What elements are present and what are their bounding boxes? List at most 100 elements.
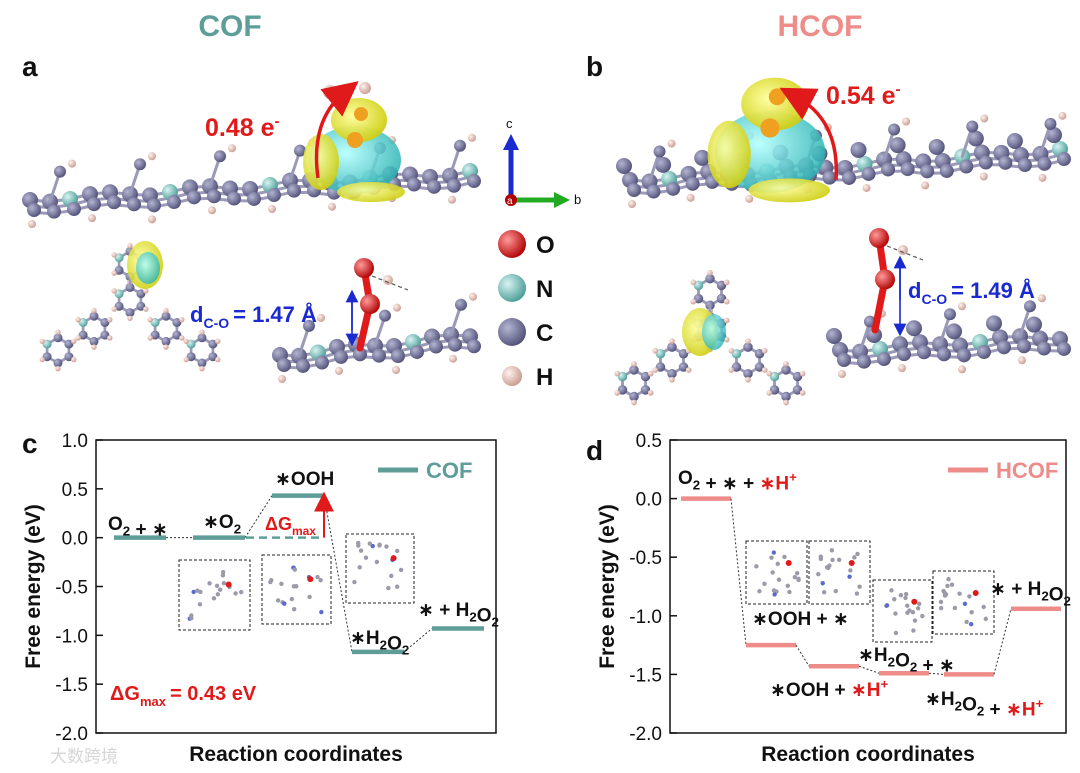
atom-C bbox=[334, 349, 348, 364]
atom-legend-marker-C bbox=[498, 318, 526, 346]
atom bbox=[357, 565, 362, 570]
atom bbox=[195, 588, 200, 593]
atom-O bbox=[972, 590, 979, 597]
atom-legend-marker-N bbox=[498, 274, 526, 302]
atom-C bbox=[667, 368, 677, 379]
atom-C bbox=[716, 280, 727, 291]
atom bbox=[911, 628, 916, 633]
atom-H bbox=[127, 243, 133, 249]
atom-C bbox=[410, 344, 424, 359]
atom-C bbox=[629, 391, 639, 402]
atom-C bbox=[167, 195, 181, 210]
atom bbox=[912, 618, 918, 623]
atom-H bbox=[28, 220, 36, 228]
atom-H bbox=[199, 329, 205, 335]
atom-H bbox=[215, 356, 221, 363]
atom bbox=[820, 581, 825, 586]
atom-C bbox=[447, 178, 461, 193]
step-label-3: ∗OOH bbox=[275, 469, 334, 490]
atom-H bbox=[745, 376, 751, 383]
atom-H bbox=[91, 307, 97, 314]
atom bbox=[910, 610, 916, 615]
atom-C bbox=[134, 158, 146, 171]
atom-C bbox=[114, 265, 124, 275]
atom bbox=[893, 630, 899, 636]
atom-C bbox=[277, 358, 291, 372]
atom bbox=[952, 605, 958, 611]
atom-H bbox=[685, 367, 692, 373]
atom-C bbox=[448, 337, 462, 352]
atom bbox=[916, 601, 922, 607]
atom-C bbox=[667, 342, 677, 352]
atom-H bbox=[728, 367, 735, 373]
atom-N bbox=[693, 280, 704, 291]
atom bbox=[363, 555, 369, 560]
atom-C bbox=[705, 273, 715, 284]
atom-C bbox=[54, 165, 66, 178]
atom-legend-label-C: C bbox=[536, 320, 553, 347]
atom-H bbox=[147, 335, 153, 341]
atom-N bbox=[114, 253, 124, 263]
y-tick-label: -0.5 bbox=[55, 578, 88, 599]
atom bbox=[233, 591, 238, 596]
atom bbox=[847, 574, 852, 579]
atom-C bbox=[127, 197, 141, 212]
atom bbox=[769, 555, 774, 560]
atom bbox=[292, 567, 298, 572]
atom-C bbox=[900, 162, 915, 177]
step-label-3: ∗OOH + ∗H+ bbox=[770, 676, 889, 701]
atom-C bbox=[100, 330, 110, 340]
atom-H bbox=[690, 279, 697, 286]
atom bbox=[967, 594, 972, 599]
panel-c-letter: c bbox=[22, 428, 38, 459]
atom-C bbox=[287, 183, 301, 198]
step-connector bbox=[323, 495, 353, 653]
atom-H bbox=[686, 193, 695, 202]
y-tick-label: -1.5 bbox=[55, 675, 88, 696]
atom bbox=[854, 591, 860, 596]
atom-C bbox=[666, 181, 681, 196]
charge-density-depletion bbox=[136, 252, 160, 284]
atom-C bbox=[959, 159, 974, 174]
step-label-1: O2 + ∗ bbox=[108, 514, 168, 540]
atom-C bbox=[944, 308, 956, 321]
atom bbox=[289, 596, 295, 602]
atom-C bbox=[150, 330, 160, 340]
atom bbox=[962, 601, 968, 607]
atom-C bbox=[731, 362, 742, 372]
atom bbox=[386, 585, 391, 591]
panel-a: COF a 0.48 e- dC-O = 1.47 Å bbox=[22, 10, 481, 383]
atom-C bbox=[467, 174, 481, 189]
y-tick-label: -1.5 bbox=[629, 665, 662, 686]
atom-O bbox=[225, 581, 232, 588]
atom-H bbox=[766, 370, 773, 377]
atom bbox=[852, 555, 857, 560]
y-tick-label: -1.0 bbox=[629, 607, 662, 628]
atom-H bbox=[723, 298, 730, 305]
atom bbox=[776, 577, 782, 582]
atom-C bbox=[678, 362, 689, 372]
atom-C bbox=[78, 330, 88, 340]
atom bbox=[915, 606, 921, 611]
step-connector bbox=[993, 608, 1012, 675]
y-tick-label: 0.5 bbox=[62, 480, 88, 501]
y-tick-label: -1.0 bbox=[55, 626, 88, 647]
step-label-2: ∗OOH + ∗ bbox=[752, 609, 849, 630]
atom-H bbox=[359, 82, 371, 94]
atom-C bbox=[693, 293, 704, 304]
atom bbox=[889, 588, 894, 593]
atom-C bbox=[100, 318, 110, 327]
atom-H bbox=[468, 133, 476, 142]
atom-C bbox=[1057, 152, 1071, 167]
atom-H bbox=[148, 215, 156, 224]
axis-a-label: a bbox=[507, 196, 513, 207]
atom-C bbox=[881, 162, 896, 177]
step-label-2: ∗O2 bbox=[203, 512, 241, 536]
atom bbox=[938, 599, 944, 605]
atom bbox=[214, 583, 220, 589]
axis-c-label: c bbox=[506, 116, 513, 131]
atom bbox=[771, 550, 777, 555]
charge-label-a: 0.48 e- bbox=[205, 113, 280, 142]
atom-C bbox=[678, 349, 689, 359]
